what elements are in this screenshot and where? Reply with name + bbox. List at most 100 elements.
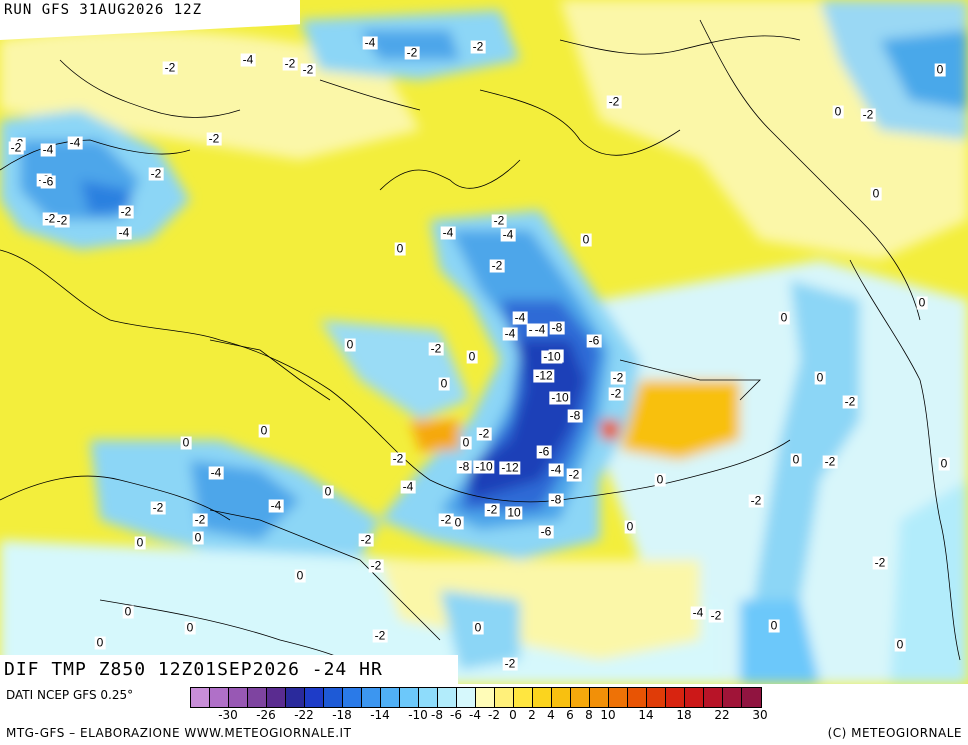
contour-label: 0 (624, 519, 636, 534)
contour-label: -2 (491, 213, 507, 228)
color-swatch (723, 688, 742, 707)
contour-label: -4 (500, 227, 516, 242)
color-swatch (210, 688, 229, 707)
contour-label: -6 (538, 524, 554, 539)
color-swatch (666, 688, 685, 707)
contour-label: -2 (206, 131, 222, 146)
contour-label: 0 (472, 620, 484, 635)
contour-label: -2 (608, 386, 624, 401)
contour-label: 0 (790, 452, 802, 467)
contour-label: -8 (548, 492, 564, 507)
contour-label: -8 (567, 408, 583, 423)
contour-label: 0 (258, 423, 270, 438)
color-swatch (609, 688, 628, 707)
color-swatch (229, 688, 248, 707)
color-scale-ticks: -30 -26 -22 -18 -14 -10 -8 -6 -4 -2 0 2 4 6 8 10 14 18 22 3… (190, 708, 968, 724)
colorbar-tick-label: -18 (332, 708, 352, 722)
color-swatch (495, 688, 514, 707)
contour-label: 0 (934, 62, 946, 77)
color-swatch (248, 688, 267, 707)
contour-label: 0 (466, 349, 478, 364)
run-title: RUN GFS 31AUG2026 12Z (4, 2, 203, 18)
contour-label: -2 (404, 45, 420, 60)
contour-label: -2 (162, 60, 178, 75)
contour-label: -2 (842, 394, 858, 409)
contour-label: -10 (473, 459, 495, 474)
footer-credit: MTG-GFS – ELABORAZIONE WWW.METEOGIORNALE… (6, 726, 352, 740)
contour-label: -2 (470, 39, 486, 54)
contour-label: -2 (606, 94, 622, 109)
colorbar-tick-label: -26 (256, 708, 276, 722)
contour-label: 0 (394, 241, 406, 256)
contour-label: -4 (400, 479, 416, 494)
contour-label: -12 (533, 368, 555, 383)
contour-label: 0 (460, 435, 472, 450)
contour-label: 0 (94, 635, 106, 650)
data-source-label: DATI NCEP GFS 0.25° (6, 688, 134, 702)
color-swatch (324, 688, 343, 707)
color-swatch (381, 688, 400, 707)
contour-label: -2 (118, 204, 134, 219)
contour-label: -2 (358, 532, 374, 547)
colorbar-tick-label: -30 (218, 708, 238, 722)
temperature-anomaly-map: RUN GFS 31AUG2026 12Z -2-4-4-2-2-2-2-4-2… (0, 0, 968, 684)
contour-label: -4 (67, 135, 83, 150)
contour-label: -4 (268, 498, 284, 513)
contour-label: -2 (566, 467, 582, 482)
colorbar-tick-label: -14 (370, 708, 390, 722)
color-swatch (571, 688, 590, 707)
contour-label: -4 (440, 225, 456, 240)
contour-label: 0 (294, 568, 306, 583)
contour-label: 0 (180, 435, 192, 450)
contour-label: 0 (344, 337, 356, 352)
contour-label: -2 (748, 493, 764, 508)
contour-label: -4 (532, 322, 548, 337)
color-swatch (476, 688, 495, 707)
contour-label: -10 (549, 390, 571, 405)
color-swatch (704, 688, 723, 707)
contour-label: 0 (192, 530, 204, 545)
contour-label: 0 (184, 620, 196, 635)
contour-label: -2 (148, 166, 164, 181)
contour-label: -4 (40, 142, 56, 157)
color-swatch (647, 688, 666, 707)
contour-label: -2 (860, 107, 876, 122)
contour-label: -2 (708, 608, 724, 623)
color-swatch (191, 688, 210, 707)
contour-label: -2 (192, 512, 208, 527)
color-swatch (343, 688, 362, 707)
colorbar-tick-label: -4 (469, 708, 481, 722)
contour-label: -2 (438, 512, 454, 527)
contour-label: -4 (240, 52, 256, 67)
color-swatch (419, 688, 438, 707)
contour-label: -4 (512, 310, 528, 325)
colorbar-tick-label: 8 (585, 708, 593, 722)
contour-label: -2 (42, 211, 58, 226)
contour-label: -6 (536, 444, 552, 459)
colorbar-tick-label: -6 (450, 708, 462, 722)
contour-label: -2 (372, 628, 388, 643)
contour-label: -6 (40, 174, 56, 189)
contour-label: 0 (768, 618, 780, 633)
contour-label: -2 (8, 140, 24, 155)
contour-label: 0 (322, 484, 334, 499)
contour-label: -2 (822, 454, 838, 469)
contour-label: 0 (938, 456, 950, 471)
contour-label: -2 (390, 451, 406, 466)
colorbar-tick-label: 22 (714, 708, 730, 722)
contour-label: -4 (362, 35, 378, 50)
contour-label: -12 (499, 460, 521, 475)
color-swatch (438, 688, 457, 707)
contour-label: -4 (690, 605, 706, 620)
contour-label: -2 (484, 502, 500, 517)
color-swatch (362, 688, 381, 707)
contour-label: -4 (548, 462, 564, 477)
contour-label: -2 (150, 500, 166, 515)
contour-label: 0 (832, 104, 844, 119)
colorbar-tick-label: 14 (638, 708, 654, 722)
colorbar-tick-label: -22 (294, 708, 314, 722)
color-swatch (590, 688, 609, 707)
footer-copyright: (C) METEOGIORNALE (827, 726, 962, 740)
color-scale-bar (190, 687, 762, 708)
color-swatch (514, 688, 533, 707)
